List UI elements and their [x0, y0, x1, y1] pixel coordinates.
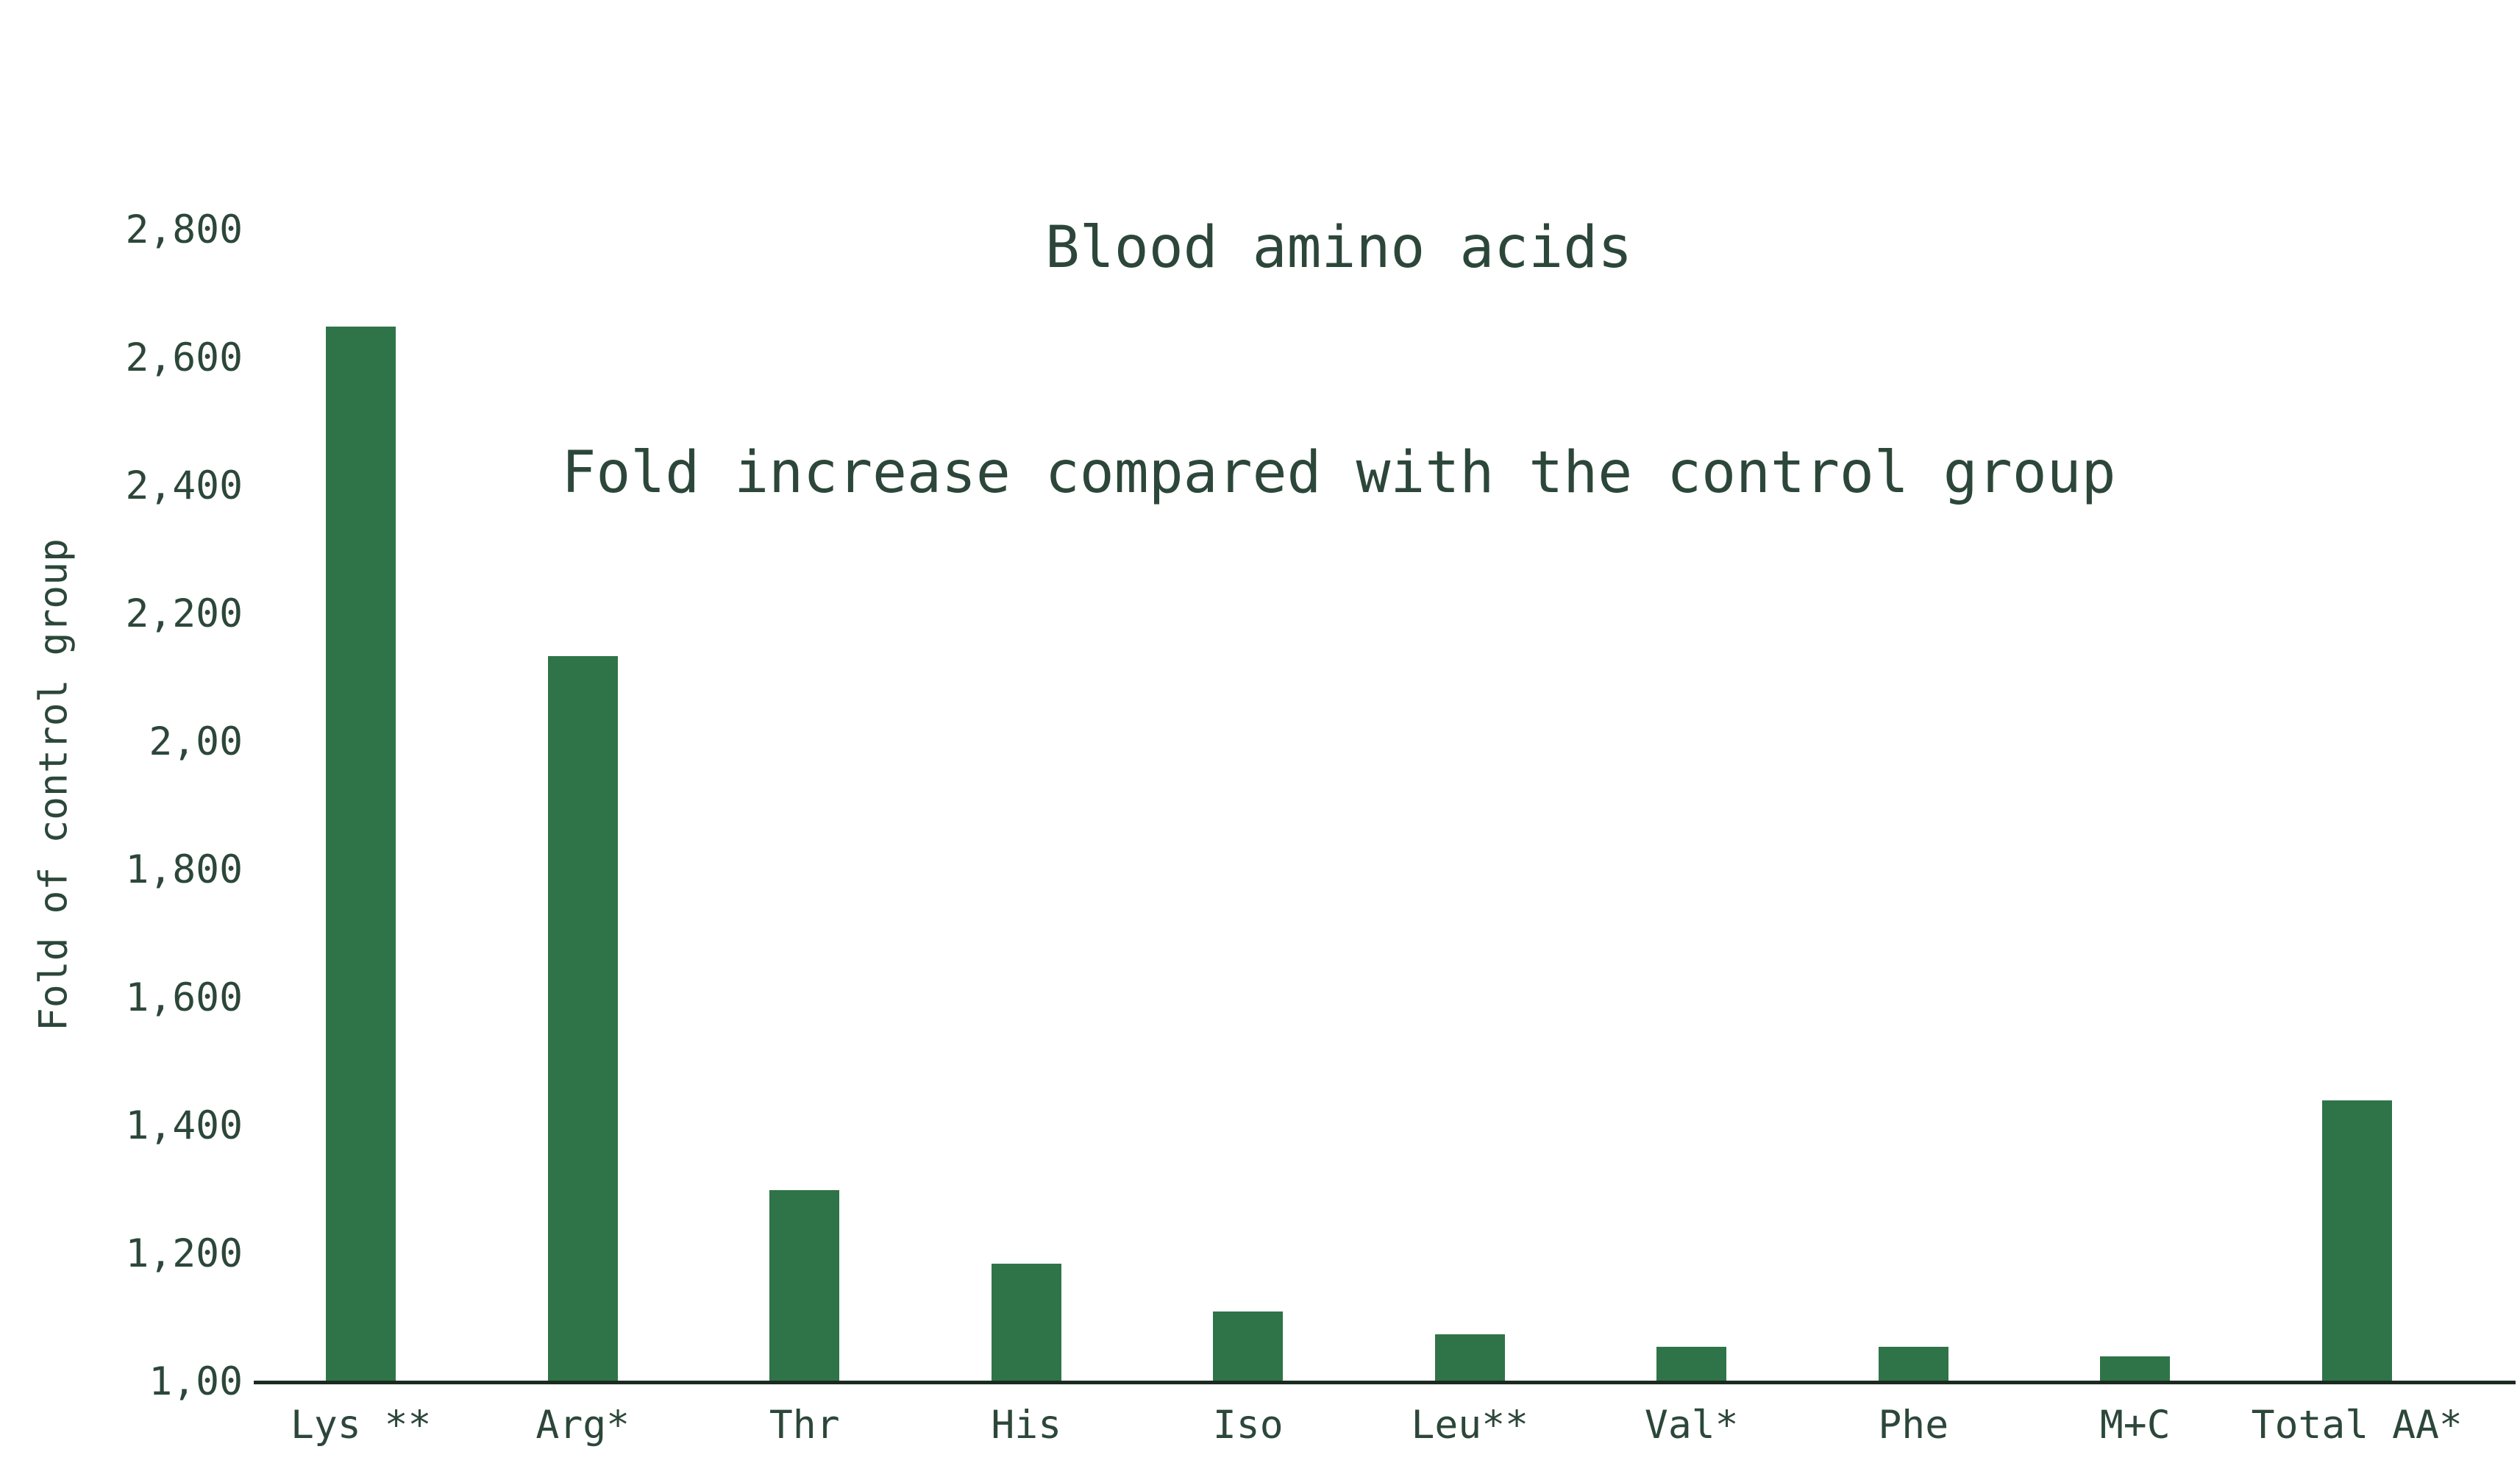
bar	[1213, 1311, 1284, 1382]
y-tick-label: 1,800	[125, 847, 243, 892]
y-tick-label: 1,400	[125, 1103, 243, 1148]
chart-title: Blood amino acids Fold increase compared…	[162, 60, 2516, 661]
bar	[991, 1264, 1061, 1382]
bar	[2321, 1100, 2392, 1382]
x-tick-label: Lys **	[291, 1403, 432, 1448]
x-tick-label: Leu**	[1411, 1403, 1529, 1448]
y-tick-label: 1,200	[125, 1231, 243, 1276]
y-tick-label: 2,600	[125, 335, 243, 380]
chart-title-line2: Fold increase compared with the control …	[561, 440, 2116, 506]
bar	[1878, 1347, 1948, 1382]
x-tick-label: Val*	[1644, 1403, 1739, 1448]
bar	[769, 1190, 840, 1382]
x-tick-label: Phe	[1878, 1403, 1949, 1448]
x-tick-label: His	[991, 1403, 1062, 1448]
x-tick-label: M+C	[2099, 1403, 2171, 1448]
x-tick-label: Arg*	[535, 1403, 630, 1448]
bar	[326, 326, 396, 1382]
y-tick-label: 1,600	[125, 975, 243, 1020]
bar	[1656, 1347, 1727, 1382]
y-tick-label: 2,800	[125, 207, 243, 252]
chart-title-line1: Blood amino acids	[1044, 215, 1633, 281]
x-tick-label: Total AA*	[2251, 1403, 2463, 1448]
y-tick-label: 2,400	[125, 463, 243, 508]
y-tick-label: 2,00	[149, 719, 243, 764]
bar	[1434, 1334, 1505, 1382]
x-tick-label: Thr	[769, 1403, 840, 1448]
y-tick-label: 1,00	[149, 1359, 243, 1404]
x-axis-line	[254, 1381, 2516, 1384]
bar	[2100, 1356, 2171, 1382]
x-tick-label: Iso	[1212, 1403, 1284, 1448]
bar	[547, 655, 618, 1382]
y-tick-label: 2,200	[125, 591, 243, 636]
